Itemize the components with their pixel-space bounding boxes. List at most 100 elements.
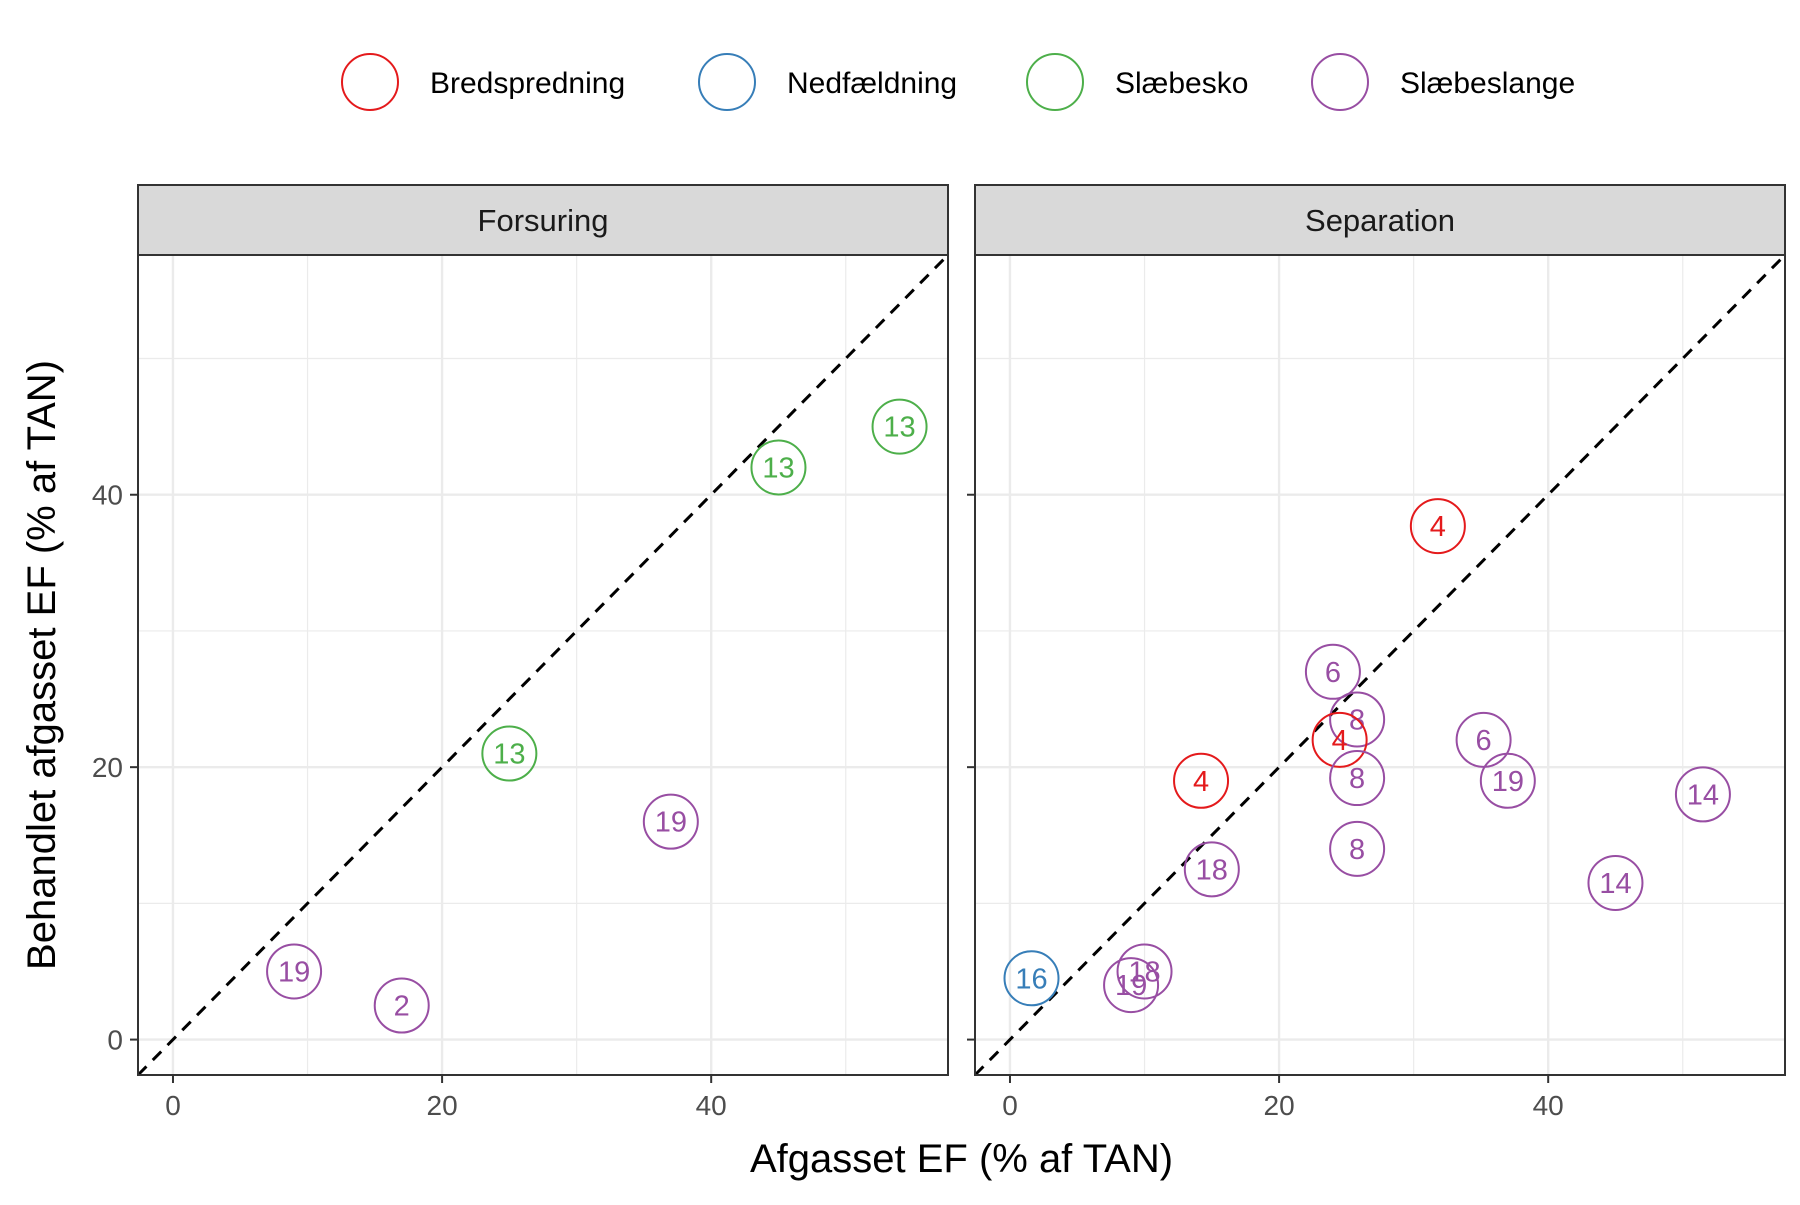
point-label: 4 [1193,766,1209,798]
data-point: 4 [1173,752,1230,809]
legend-key-circle [1311,53,1369,111]
x-tick-label: 20 [1264,1090,1295,1121]
panel-border [137,254,949,1076]
point-circle [1329,820,1386,877]
data-point: 8 [1329,820,1386,877]
point-label: 4 [1332,725,1348,757]
point-label: 13 [762,452,794,484]
legend-item: Bredspredning [341,53,625,111]
y-axis-title: Behandlet afgasset EF (% af TAN) [20,360,64,970]
data-point: 2 [373,977,430,1034]
points: 13 13 13 19 19 2 [266,398,928,1034]
point-circle [266,943,323,1000]
point-label: 16 [1015,963,1047,995]
legend-label: Slæbeslange [1400,67,1575,100]
point-circle [750,439,807,496]
point-label: 4 [1430,511,1446,543]
point-circle [871,398,928,455]
data-point: 13 [871,398,928,455]
point-label: 19 [1115,970,1147,1002]
point-label: 13 [883,412,915,444]
legend-key-circle [698,53,756,111]
point-label: 18 [1196,854,1228,886]
x-axis-ticks: 0 20 40 [1002,1075,1564,1121]
y-tick-label: 40 [92,480,123,511]
point-label: 19 [1492,766,1524,798]
data-point: 14 [1587,854,1644,911]
point-label: 6 [1325,657,1341,689]
point-circle [642,793,699,850]
point-circle [1311,711,1368,768]
point-circle [373,977,430,1034]
data-point: 18 [1183,841,1240,898]
reference-line [136,253,950,1077]
data-point: 19 [266,943,323,1000]
panel-border [974,254,1786,1076]
point-circle [1304,643,1361,700]
x-tick-label: 40 [696,1090,727,1121]
point-label: 19 [655,807,687,839]
data-point: 19 [1103,957,1160,1014]
reference-line [973,253,1787,1077]
gridlines [138,255,948,1075]
point-label: 8 [1349,763,1365,795]
legend-key-circle [1026,53,1084,111]
point-label: 19 [278,956,310,988]
data-point: 6 [1304,643,1361,700]
legend-key-circle [341,53,399,111]
x-tick-label: 0 [1002,1090,1018,1121]
panel-title: Forsuring [478,203,609,238]
panel-strip [137,184,949,256]
legend: Bredspredning Nedfældning Slæbesko Slæbesla… [341,53,1575,111]
y-axis-ticks [967,493,975,1041]
point-label: 14 [1687,779,1719,811]
data-point: 19 [642,793,699,850]
point-label: 8 [1349,834,1365,866]
point-circle [481,725,538,782]
x-tick-label: 20 [427,1090,458,1121]
point-label: 6 [1476,725,1492,757]
panel-title: Separation [1305,203,1455,238]
point-label: 13 [493,739,525,771]
legend-label: Slæbesko [1115,67,1248,100]
point-circle [1479,752,1536,809]
x-axis-title: Afgasset EF (% af TAN) [750,1137,1173,1181]
data-point: 4 [1409,498,1466,555]
y-tick-label: 20 [92,752,123,783]
point-circle [1003,950,1060,1007]
point-circle [1103,957,1160,1014]
data-point: 13 [481,725,538,782]
legend-item: Slæbeslange [1311,53,1575,111]
point-circle [1183,841,1240,898]
data-point: 14 [1674,766,1731,823]
legend-item: Slæbesko [1026,53,1248,111]
legend-item: Nedfældning [698,53,957,111]
point-circle [1587,854,1644,911]
x-tick-label: 40 [1533,1090,1564,1121]
legend-label: Bredspredning [430,67,625,100]
data-point: 8 [1329,750,1386,807]
point-circle [1674,766,1731,823]
data-point: 16 [1003,950,1060,1007]
point-circle [1116,943,1173,1000]
y-axis-ticks: 0 20 40 [92,480,138,1056]
point-circle [1409,498,1466,555]
data-point: 4 [1311,711,1368,768]
point-circle [1173,752,1230,809]
point-label: 2 [394,991,410,1023]
gridlines [975,255,1785,1075]
point-label: 14 [1599,868,1631,900]
x-tick-label: 0 [165,1090,181,1121]
point-circle [1329,750,1386,807]
x-axis-ticks: 0 20 40 [165,1075,727,1121]
data-point: 13 [750,439,807,496]
data-point: 19 [1479,752,1536,809]
point-circle [1329,691,1386,748]
legend-label: Nedfældning [787,67,957,100]
y-tick-label: 0 [107,1025,123,1056]
